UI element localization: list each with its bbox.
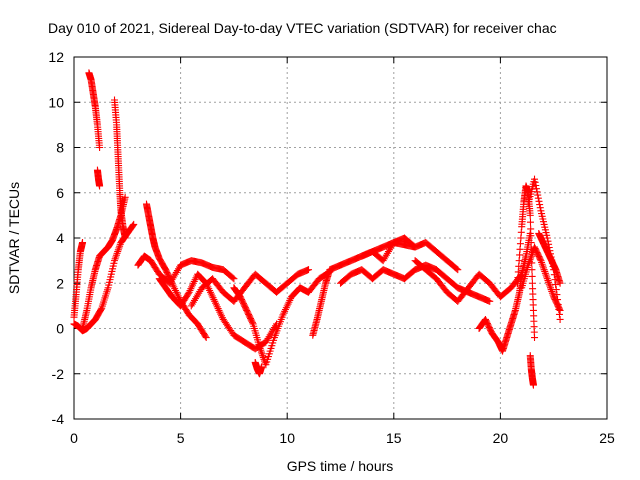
data-series xyxy=(111,96,129,242)
data-point-marker xyxy=(130,220,138,228)
x-tick-label: 20 xyxy=(493,430,509,446)
data-point-marker xyxy=(536,204,544,212)
data-point-marker xyxy=(532,182,540,190)
y-tick-label: -4 xyxy=(52,411,65,427)
y-tick-label: 0 xyxy=(56,321,64,337)
data-point-marker xyxy=(534,191,542,199)
x-tick-label: 15 xyxy=(386,430,402,446)
data-point-marker xyxy=(121,193,129,201)
data-point-marker xyxy=(531,178,539,186)
data-point-marker xyxy=(535,197,543,205)
data-point-marker xyxy=(121,234,129,242)
data-point-marker xyxy=(527,239,535,247)
x-tick-label: 5 xyxy=(177,430,185,446)
data-point-marker xyxy=(533,188,541,196)
y-tick-label: 10 xyxy=(48,94,64,110)
data-series xyxy=(79,193,129,332)
x-tick-label: 0 xyxy=(70,430,78,446)
data-point-marker xyxy=(230,275,238,283)
data-point-marker xyxy=(532,185,540,193)
data-point-marker xyxy=(248,319,256,327)
y-tick-label: 8 xyxy=(56,140,64,156)
data-point-marker xyxy=(454,266,462,274)
data-point-marker xyxy=(543,234,551,242)
data-point-marker xyxy=(167,278,175,286)
data-point-marker xyxy=(556,315,564,323)
data-point-marker xyxy=(552,281,560,289)
data-series xyxy=(93,166,104,190)
data-point-marker xyxy=(529,381,537,389)
data-series xyxy=(535,229,564,287)
y-tick-label: 12 xyxy=(48,49,64,65)
data-point-marker xyxy=(556,306,564,314)
data-series xyxy=(518,243,564,314)
data-point-marker xyxy=(534,194,542,202)
data-point-marker xyxy=(526,218,534,226)
data-point-marker xyxy=(201,332,209,340)
y-tick-label: 4 xyxy=(56,230,64,246)
x-axis-title: GPS time / hours xyxy=(287,458,394,474)
y-axis-title: SDTVAR / TECUs xyxy=(6,182,22,294)
tick-labels: 0 5 10 15 20 25 -4 -2 0 2 4 6 8 10 12 xyxy=(48,49,615,446)
y-tick-label: 6 xyxy=(56,185,64,201)
y-tick-label: 2 xyxy=(56,275,64,291)
data-point-marker xyxy=(527,225,535,233)
y-tick-label: -2 xyxy=(52,366,65,382)
data-point-marker xyxy=(536,201,544,209)
data-point-marker xyxy=(528,272,536,280)
data-series xyxy=(70,239,87,321)
data-point-marker xyxy=(531,175,539,183)
data-point-marker xyxy=(305,266,313,274)
data-series xyxy=(411,257,526,305)
data-point-marker xyxy=(555,305,563,313)
data-series xyxy=(251,358,266,378)
data-series xyxy=(187,266,313,310)
data-series xyxy=(358,234,462,274)
chart-title: Day 010 of 2021, Sidereal Day-to-day VTE… xyxy=(48,20,557,36)
data-point-marker xyxy=(129,221,137,229)
data-point-marker xyxy=(556,279,564,287)
data-point-marker xyxy=(184,290,192,298)
data-series xyxy=(85,69,104,151)
data-points xyxy=(70,69,564,389)
data-point-marker xyxy=(96,182,104,190)
data-point-marker xyxy=(486,297,494,305)
data-point-marker xyxy=(453,265,461,273)
data-point-marker xyxy=(527,232,535,240)
data-point-marker xyxy=(258,363,266,371)
data-point-marker xyxy=(229,274,237,282)
data-point-marker xyxy=(97,305,105,313)
data-series xyxy=(475,229,534,355)
data-point-marker xyxy=(531,334,539,342)
x-tick-label: 25 xyxy=(599,430,615,446)
x-tick-label: 10 xyxy=(279,430,295,446)
data-point-marker xyxy=(79,239,87,247)
data-point-marker xyxy=(202,334,210,342)
data-point-marker xyxy=(536,255,544,263)
data-series xyxy=(142,200,210,342)
data-point-marker xyxy=(96,144,104,151)
data-point-marker xyxy=(526,211,534,219)
data-series xyxy=(134,252,238,287)
data-series xyxy=(526,352,537,389)
